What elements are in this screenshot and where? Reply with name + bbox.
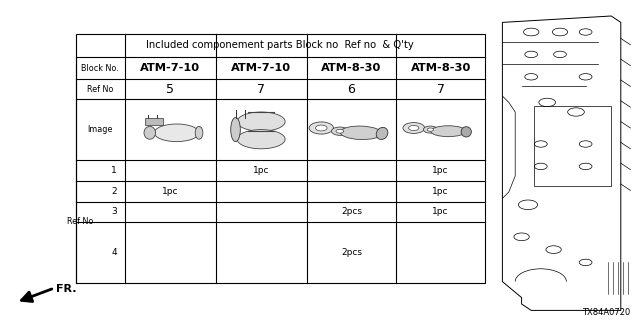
Ellipse shape [376, 127, 388, 140]
Ellipse shape [144, 126, 156, 139]
Circle shape [424, 126, 438, 133]
Bar [534, 106, 611, 186]
Circle shape [309, 122, 333, 134]
Text: ATM-8-30: ATM-8-30 [321, 63, 381, 73]
Circle shape [409, 125, 419, 131]
Ellipse shape [154, 124, 199, 141]
Text: 1: 1 [111, 166, 117, 175]
Ellipse shape [431, 126, 466, 137]
Ellipse shape [231, 118, 241, 141]
Text: Included componement parts Block no  Ref no  & Q'ty: Included componement parts Block no Ref … [147, 40, 414, 50]
Text: 6: 6 [348, 83, 355, 96]
Text: FR.: FR. [56, 284, 77, 294]
Circle shape [403, 123, 425, 133]
Text: 5: 5 [166, 83, 174, 96]
Text: 4: 4 [111, 248, 117, 257]
Bar [76, 34, 485, 283]
Text: Block No.: Block No. [81, 64, 119, 73]
Text: Ref No: Ref No [67, 217, 94, 226]
FancyBboxPatch shape [145, 118, 163, 125]
Circle shape [316, 125, 327, 131]
Ellipse shape [237, 130, 285, 149]
Text: 1pc: 1pc [433, 207, 449, 217]
Ellipse shape [195, 126, 203, 139]
Ellipse shape [340, 126, 381, 140]
Text: 1pc: 1pc [433, 166, 449, 175]
Text: 1pc: 1pc [433, 187, 449, 196]
Text: 1pc: 1pc [253, 166, 269, 175]
Circle shape [428, 128, 434, 131]
Text: 1pc: 1pc [162, 187, 179, 196]
Text: 2pcs: 2pcs [341, 207, 362, 217]
Ellipse shape [461, 127, 472, 137]
Circle shape [332, 127, 348, 135]
Ellipse shape [237, 112, 285, 131]
Text: Image: Image [88, 125, 113, 134]
Text: 7: 7 [436, 83, 445, 96]
Circle shape [336, 129, 344, 133]
Text: Ref No: Ref No [87, 85, 113, 94]
Text: ATM-7-10: ATM-7-10 [140, 63, 200, 73]
Text: 3: 3 [111, 207, 117, 217]
Text: 7: 7 [257, 83, 265, 96]
Text: ATM-7-10: ATM-7-10 [231, 63, 291, 73]
Text: ATM-8-30: ATM-8-30 [410, 63, 471, 73]
Text: 2: 2 [111, 187, 117, 196]
Text: TX84A0720: TX84A0720 [582, 308, 630, 317]
Text: 2pcs: 2pcs [341, 248, 362, 257]
